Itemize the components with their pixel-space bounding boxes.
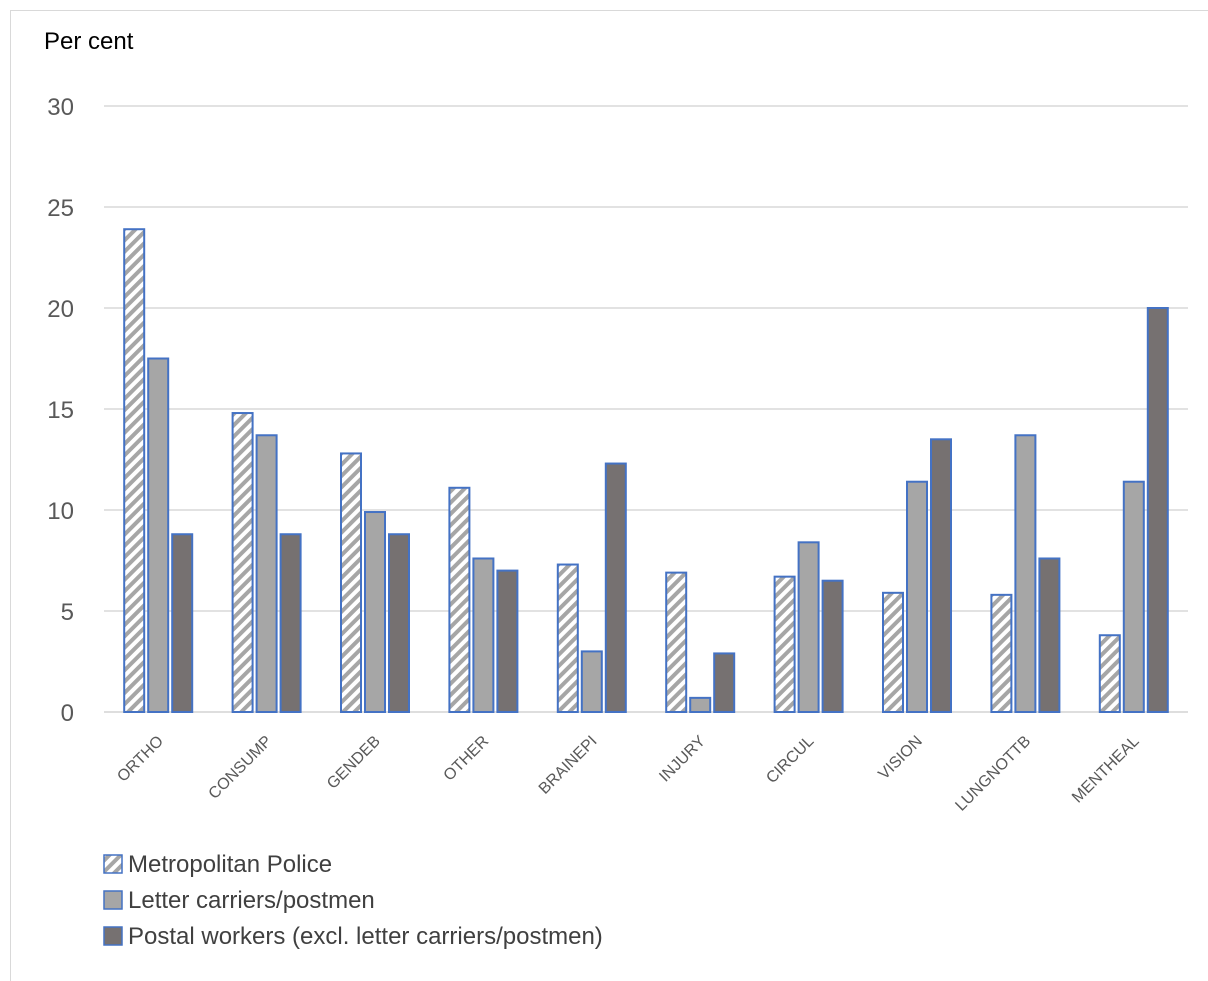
- bar-consump-series-1: [231, 412, 254, 713]
- bar-lungnottb-series-1: [990, 593, 1013, 714]
- bar-circul-series-3: [821, 579, 844, 714]
- bar-circul-series-1: [773, 575, 796, 713]
- bars: [123, 228, 1169, 714]
- bar-mentheal-series-2: [1122, 480, 1145, 713]
- legend-swatch-1: [103, 854, 123, 874]
- x-tick-label: BRAINEPI: [536, 733, 601, 798]
- bar-mentheal-series-1: [1098, 634, 1121, 713]
- bar-lungnottb-series-2: [1014, 434, 1037, 713]
- bar-brainepi-series-2: [580, 650, 603, 714]
- bar-vision-series-1: [882, 591, 904, 714]
- y-tick-labels: 0 5 10 15 20 25 30: [47, 94, 74, 727]
- x-tick-label: MENTHEAL: [1069, 733, 1143, 807]
- x-tick-label: LUNGNOTTB: [952, 733, 1034, 815]
- y-tick-label: 15: [47, 397, 74, 424]
- bar-vision-series-2: [906, 480, 928, 713]
- legend-label: Letter carriers/postmen: [128, 887, 375, 914]
- legend-swatch-2: [103, 890, 123, 910]
- bar-ortho-series-1: [123, 228, 146, 713]
- y-tick-label: 20: [47, 296, 74, 323]
- x-tick-label: INJURY: [656, 733, 709, 786]
- bar-injury-series-3: [713, 652, 736, 713]
- y-tick-label: 10: [47, 498, 74, 525]
- x-tick-labels: ORTHO CONSUMP GENDEB OTHER BRAINEPI INJURY CIR…: [114, 733, 1142, 815]
- bar-other-series-3: [496, 569, 519, 713]
- x-tick-label: CONSUMP: [206, 733, 276, 803]
- bar-circul-series-2: [797, 541, 820, 713]
- bar-brainepi-series-3: [604, 462, 627, 714]
- bar-other-series-1: [448, 486, 471, 713]
- x-tick-label: OTHER: [441, 733, 493, 785]
- bar-other-series-2: [472, 557, 495, 713]
- legend-swatch-3: [103, 926, 123, 946]
- y-tick-label: 0: [61, 700, 74, 727]
- y-tick-label: 25: [47, 195, 74, 222]
- bar-gendeb-series-1: [340, 452, 362, 713]
- bar-consump-series-3: [279, 533, 302, 713]
- bar-consump-series-2: [255, 434, 278, 713]
- legend-label: Postal workers (excl. letter carriers/po…: [128, 923, 603, 950]
- y-tick-label: 5: [61, 599, 74, 626]
- x-tick-label: ORTHO: [114, 733, 167, 786]
- legend-label: Metropolitan Police: [128, 851, 332, 878]
- bar-ortho-series-2: [147, 357, 170, 713]
- x-tick-label: VISION: [875, 733, 925, 783]
- x-tick-label: CIRCUL: [763, 733, 817, 787]
- x-tick-label: GENDEB: [324, 733, 384, 793]
- bar-vision-series-3: [930, 438, 952, 713]
- bar-gendeb-series-3: [388, 533, 410, 713]
- legend: Metropolitan Police Letter carriers/postm…: [103, 851, 603, 950]
- bar-injury-series-2: [689, 696, 712, 713]
- bar-brainepi-series-1: [556, 563, 579, 713]
- y-tick-label: 30: [47, 94, 74, 121]
- bar-injury-series-1: [665, 571, 688, 713]
- bar-ortho-series-3: [171, 533, 194, 713]
- chart-frame: [10, 10, 1208, 981]
- bar-lungnottb-series-3: [1038, 557, 1061, 713]
- y-axis-title: Per cent: [44, 28, 134, 55]
- bar-gendeb-series-2: [364, 511, 386, 714]
- bar-mentheal-series-3: [1146, 307, 1169, 713]
